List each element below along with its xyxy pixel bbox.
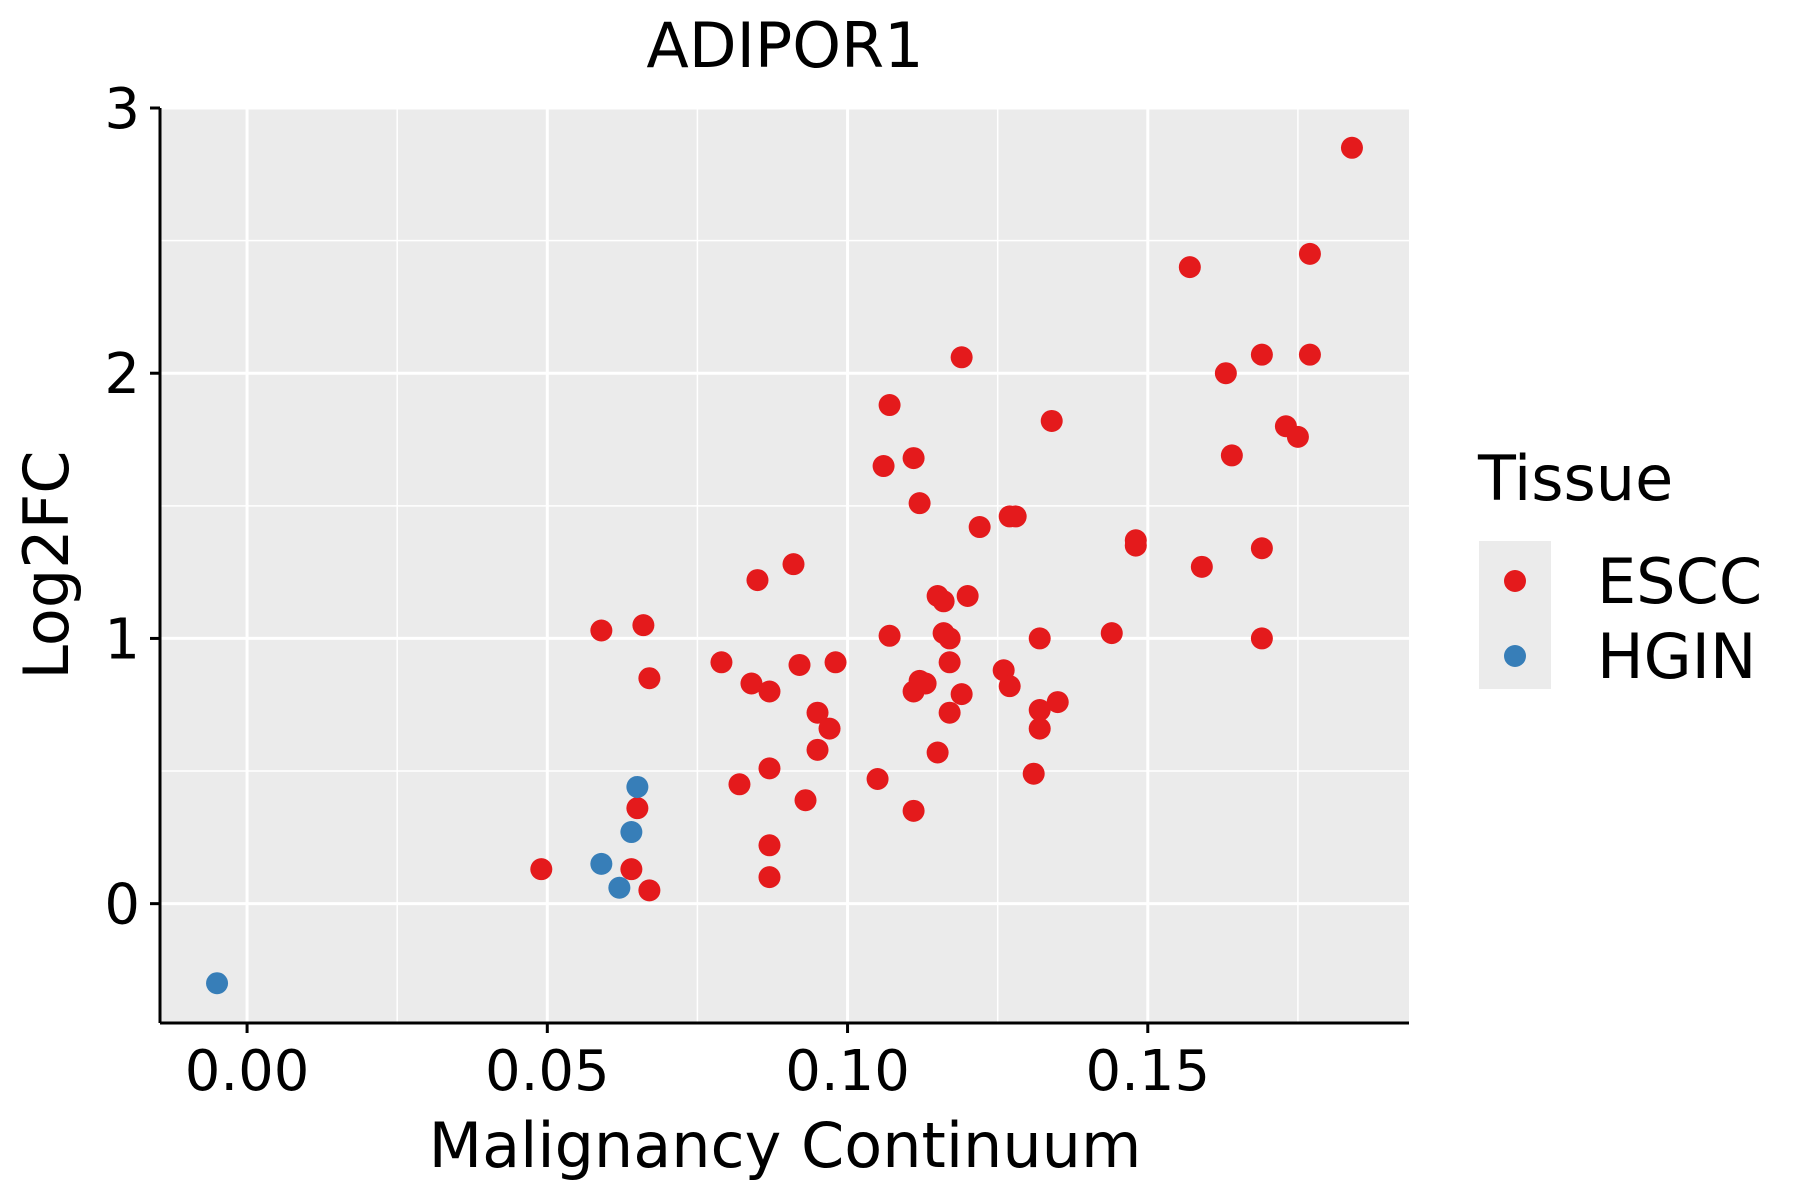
data-point-escc	[782, 553, 805, 576]
data-point-escc	[1220, 444, 1243, 467]
data-point-escc	[758, 680, 781, 703]
legend-marker-hgin	[1504, 645, 1526, 667]
data-point-escc	[908, 492, 931, 515]
y-axis-title: Log2FC	[10, 450, 83, 679]
data-point-escc	[788, 653, 811, 676]
data-point-escc	[914, 672, 937, 695]
data-point-escc	[1298, 242, 1321, 265]
data-point-escc	[1250, 627, 1273, 650]
plot-area: 0.00 0.05 0.10 0.15 0 1 2 3	[104, 77, 1409, 1104]
data-point-escc	[1022, 762, 1045, 785]
data-point-escc	[530, 858, 553, 881]
legend-marker-escc	[1504, 570, 1526, 592]
data-point-escc	[794, 789, 817, 812]
y-tick-label: 0	[104, 873, 140, 938]
data-point-escc	[1298, 343, 1321, 366]
data-point-escc	[878, 394, 901, 417]
data-point-escc	[956, 585, 979, 607]
data-point-escc	[950, 683, 973, 706]
data-point-hgin	[626, 775, 649, 798]
data-point-escc	[938, 627, 961, 650]
data-point-escc	[1214, 362, 1237, 385]
x-tick-label: 0.05	[485, 1039, 610, 1104]
minor-gridlines	[160, 108, 1409, 1023]
y-tick-label: 2	[104, 342, 140, 407]
x-axis-title: Malignancy Continuum	[429, 1109, 1142, 1182]
data-point-escc	[1250, 537, 1273, 560]
data-point-hgin	[206, 972, 229, 995]
data-point-escc	[1028, 717, 1051, 740]
data-point-escc	[824, 651, 847, 674]
data-point-escc	[626, 797, 649, 820]
data-point-escc	[1028, 627, 1051, 650]
data-points	[206, 136, 1363, 995]
data-point-escc	[938, 651, 961, 674]
data-point-escc	[968, 516, 991, 539]
data-point-escc	[1286, 425, 1309, 448]
legend-title: Tissue	[1477, 442, 1673, 515]
data-point-escc	[878, 624, 901, 647]
data-point-escc	[638, 667, 661, 690]
y-axis-ticks: 0 1 2 3	[104, 77, 160, 938]
data-point-escc	[758, 757, 781, 780]
data-point-hgin	[620, 821, 643, 844]
data-point-escc	[740, 672, 763, 695]
data-point-escc	[926, 741, 949, 764]
data-point-escc	[938, 701, 961, 724]
x-tick-label: 0.15	[1085, 1039, 1210, 1104]
legend-label-escc: ESCC	[1597, 545, 1762, 618]
data-point-escc	[632, 614, 655, 637]
data-point-escc	[758, 866, 781, 889]
data-point-hgin	[590, 852, 613, 875]
data-point-escc	[1340, 136, 1363, 159]
y-tick-label: 1	[104, 607, 140, 672]
data-point-escc	[746, 569, 769, 592]
data-point-escc	[1100, 622, 1123, 645]
data-point-hgin	[608, 876, 631, 899]
data-point-escc	[866, 768, 889, 790]
x-tick-label: 0.10	[785, 1039, 910, 1104]
data-point-escc	[1178, 256, 1201, 279]
data-point-escc	[902, 447, 925, 470]
data-point-escc	[758, 834, 781, 857]
data-point-escc	[1040, 409, 1063, 432]
data-point-escc	[590, 619, 613, 642]
data-point-escc	[950, 346, 973, 369]
major-gridlines	[160, 106, 1409, 1023]
x-axis-ticks: 0.00 0.05 0.10 0.15	[185, 1023, 1210, 1104]
legend-label-hgin: HGIN	[1597, 620, 1756, 693]
data-point-escc	[818, 717, 841, 740]
x-tick-label: 0.00	[185, 1039, 310, 1104]
data-point-escc	[620, 858, 643, 881]
data-point-escc	[872, 455, 895, 478]
data-point-escc	[1250, 343, 1273, 366]
data-point-escc	[932, 590, 955, 613]
data-point-escc	[1190, 555, 1213, 578]
data-point-escc	[1046, 691, 1069, 714]
data-point-escc	[638, 879, 661, 902]
chart-title: ADIPOR1	[646, 9, 923, 82]
data-point-escc	[728, 773, 751, 796]
data-point-escc	[1028, 699, 1051, 722]
data-point-escc	[806, 701, 829, 724]
data-point-escc	[806, 738, 829, 761]
data-point-escc	[902, 799, 925, 822]
data-point-escc	[1124, 534, 1147, 557]
data-point-escc	[998, 675, 1021, 698]
data-point-escc	[1004, 505, 1027, 528]
data-point-escc	[710, 651, 733, 674]
y-tick-label: 3	[104, 77, 140, 142]
